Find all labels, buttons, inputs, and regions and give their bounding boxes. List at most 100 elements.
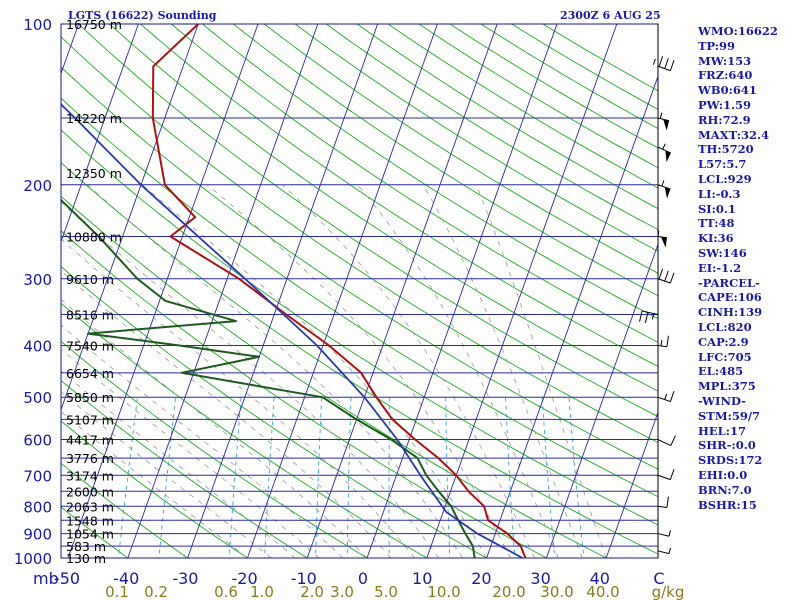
- pressure-tick-label: 400: [23, 338, 52, 356]
- height-label: 5850 m: [66, 390, 114, 405]
- temperature-tick-label: 20: [471, 569, 491, 588]
- height-label: 130 m: [66, 551, 106, 566]
- wind-barb-halftick: [662, 143, 666, 150]
- pressure-tick-label: 200: [23, 177, 52, 195]
- dry-adiabat: [61, 66, 658, 470]
- isotherm: [545, 242, 658, 558]
- height-label: 14220 m: [66, 111, 122, 126]
- stat-item: SI:0.1: [698, 201, 736, 216]
- height-label: 583 m: [66, 539, 106, 554]
- wind-barb-halftick: [660, 339, 663, 346]
- mixing-ratio-line: [228, 397, 242, 558]
- stat-item: FRZ:640: [698, 68, 753, 83]
- isotherm: [127, 24, 319, 558]
- mixing-ratio-label: 10.0: [427, 583, 460, 600]
- pressure-tick-label: 900: [23, 526, 52, 544]
- moist-adiabat: [357, 184, 559, 558]
- isotherm: [61, 24, 139, 243]
- wind-barb-halftick: [652, 58, 656, 65]
- temperature-tick-label: 10: [412, 569, 432, 588]
- wind-barb-halftick: [651, 313, 655, 320]
- wind-barb: [657, 146, 672, 154]
- height-label: 1054 m: [66, 527, 114, 542]
- wind-barb: [657, 65, 671, 72]
- plot-frame: [60, 23, 659, 559]
- height-label: 3776 m: [66, 451, 114, 466]
- wind-barb: [657, 474, 671, 481]
- stat-item: TH:5720: [698, 142, 754, 157]
- dry-adiabat: [61, 129, 658, 526]
- wind-barb-halftick: [668, 547, 671, 554]
- stat-item: CAP:2.9: [698, 334, 749, 349]
- dry-adiabat: [449, 24, 658, 149]
- mixing-ratio-line: [388, 397, 391, 558]
- stat-item: WB0:641: [698, 83, 757, 98]
- wind-barb-halftick: [657, 230, 660, 237]
- dry-adiabat: [61, 230, 548, 558]
- stat-item: L57:5.7: [698, 157, 747, 172]
- dry-adiabat: [140, 24, 658, 367]
- wind-barb: [641, 310, 659, 316]
- mixing-ratio-label: 1.0: [250, 583, 274, 600]
- dry-adiabat: [61, 162, 658, 555]
- height-label: 4417 m: [66, 433, 114, 448]
- stats-panel: WMO:16622 TP:99 MW:153 FRZ:640 WB0:641 PW:1.5…: [698, 24, 798, 512]
- temperature-tick-label: -10: [291, 569, 317, 588]
- dry-adiabat: [264, 24, 658, 274]
- wind-barb: [657, 345, 668, 348]
- height-label: 12350 m: [66, 166, 122, 181]
- wind-barb-flag: [660, 236, 667, 248]
- moist-adiabat: [422, 184, 583, 558]
- wind-barb-tick: [639, 310, 643, 322]
- height-label: 2600 m: [66, 484, 114, 499]
- mixing-ratio-label: 3.0: [330, 583, 354, 600]
- stat-item: BSHR:15: [698, 497, 757, 512]
- wind-barb-flag: [664, 187, 671, 199]
- dry-adiabat: [61, 265, 488, 558]
- mixing-ratio-line: [541, 397, 556, 558]
- wind-barb-tick: [664, 270, 669, 282]
- wind-barb-flag: [663, 119, 670, 131]
- dry-adiabat: [61, 462, 189, 558]
- temperature-tick-label: -40: [113, 569, 139, 588]
- dry-adiabat: [294, 24, 658, 252]
- mixing-ratio-line: [505, 397, 516, 558]
- stat-item: KI:36: [698, 231, 734, 246]
- stat-item: MPL:375: [698, 379, 756, 394]
- stat-item: CAPE:106: [698, 290, 762, 305]
- temperature-profile: [151, 24, 527, 558]
- wind-barb-tick: [658, 268, 664, 280]
- moist-adiabat: [61, 270, 392, 558]
- mixing-ratio-label: 40.0: [586, 583, 619, 600]
- wind-barb-tick: [669, 469, 675, 480]
- height-label: 3174 m: [66, 468, 114, 483]
- pressure-tick-label: 600: [23, 432, 52, 450]
- wind-barb-halftick: [661, 180, 665, 187]
- temperature-tick-label: -50: [54, 569, 80, 588]
- pressure-unit-label: mb: [33, 569, 59, 588]
- stat-item: EI:-1.2: [698, 260, 742, 275]
- chart-title: LGTS (16622) Sounding: [68, 9, 217, 22]
- height-label: 5107 m: [66, 412, 114, 427]
- mixing-ratio-label: g/kg: [652, 583, 685, 600]
- mixing-ratio-line: [568, 397, 585, 558]
- stat-item: PW:1.59: [698, 97, 752, 112]
- height-label: 8516 m: [66, 308, 114, 323]
- isotherm: [306, 24, 498, 558]
- height-label: 6654 m: [66, 366, 114, 381]
- wind-barb-tick: [670, 435, 676, 446]
- temperature-tick-label: 0: [358, 569, 368, 588]
- stat-item: HEL:17: [698, 423, 746, 438]
- stat-item: TP:99: [698, 38, 736, 53]
- isotherm: [486, 74, 658, 558]
- wind-barb-tick: [666, 496, 669, 508]
- wind-barb: [657, 533, 670, 537]
- dry-adiabat: [61, 340, 368, 558]
- wind-barb-tick: [669, 60, 675, 71]
- isotherm: [605, 411, 658, 558]
- pressure-tick-label: 1000: [14, 550, 52, 568]
- isotherm: [61, 24, 199, 411]
- wind-barb-tick: [664, 58, 669, 69]
- dry-adiabat: [61, 97, 658, 498]
- moist-adiabat: [61, 238, 416, 558]
